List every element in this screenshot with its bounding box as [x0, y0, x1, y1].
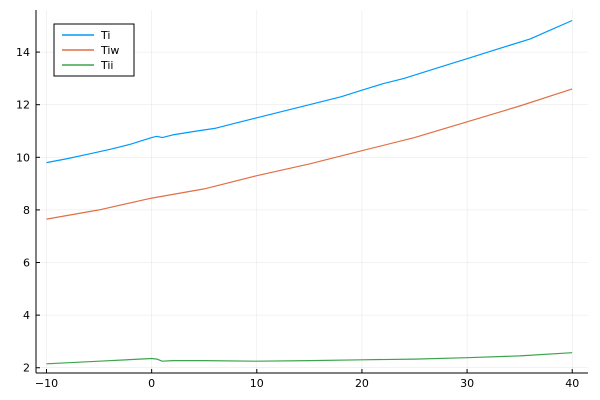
- x-tick-label: 20: [355, 377, 369, 390]
- series-line-tiw: [46, 88, 573, 220]
- y-tick-label: 6: [23, 257, 30, 270]
- x-tick-label: 0: [148, 377, 155, 390]
- tick-labels: −10 0 10 20 30 40 2 4 6 8 10 12 14: [16, 46, 579, 390]
- grid: [36, 10, 588, 373]
- y-tick-label: 2: [23, 362, 30, 375]
- x-tick-label: 10: [250, 377, 264, 390]
- y-tick-label: 14: [16, 46, 30, 59]
- y-tick-label: 4: [23, 309, 30, 322]
- series-lines: [46, 19, 573, 365]
- y-tick-label: 8: [23, 204, 30, 217]
- y-tick-label: 12: [16, 99, 30, 112]
- legend: Ti Tiw Tii: [53, 23, 135, 77]
- series-line-ti: [46, 19, 573, 164]
- x-tick-label: −10: [35, 377, 58, 390]
- y-tick-label: 10: [16, 151, 30, 164]
- legend-label-tii: Tii: [100, 59, 114, 72]
- x-tick-label: 30: [460, 377, 474, 390]
- legend-label-tiw: Tiw: [100, 44, 119, 57]
- series-line-tii: [46, 352, 573, 365]
- legend-label-ti: Ti: [100, 29, 110, 42]
- axes: [35, 10, 588, 374]
- x-tick-label: 40: [565, 377, 579, 390]
